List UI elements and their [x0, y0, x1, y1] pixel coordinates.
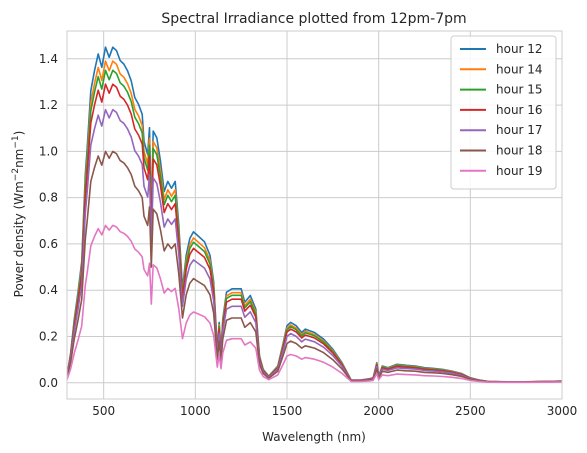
- y-tick-label: 1.2: [39, 98, 58, 112]
- y-tick-label: 1.0: [39, 144, 58, 158]
- series-line-hour-19: [67, 224, 562, 384]
- y-tick-label: 0.0: [39, 376, 58, 390]
- x-axis-label: Wavelength (nm): [262, 430, 366, 444]
- y-tick-label: 0.4: [39, 283, 58, 297]
- x-tick-label: 1000: [180, 404, 211, 418]
- chart-title: Spectral Irradiance plotted from 12pm-7p…: [161, 11, 466, 27]
- y-axis-label-mid: nm: [12, 149, 26, 168]
- x-tick-label: 2000: [363, 404, 394, 418]
- x-tick-label: 1500: [272, 404, 303, 418]
- y-axis-label-sup1: −2: [11, 168, 21, 181]
- y-tick-label: 0.8: [39, 191, 58, 205]
- y-tick-label: 0.2: [39, 330, 58, 344]
- legend-label: hour 14: [496, 62, 543, 76]
- y-axis-label: Power density (Wm−2nm−1): [11, 131, 26, 298]
- legend-label: hour 16: [496, 103, 543, 117]
- x-tick-label: 500: [92, 404, 115, 418]
- x-axis-ticks: 500 1000 1500 2000 2500 3000: [92, 404, 577, 418]
- y-tick-label: 0.6: [39, 237, 58, 251]
- legend-label: hour 17: [496, 123, 543, 137]
- y-tick-label: 1.4: [39, 52, 58, 66]
- x-tick-label: 2500: [455, 404, 486, 418]
- y-axis-label-sup2: −1: [11, 135, 21, 148]
- legend-label: hour 12: [496, 42, 543, 56]
- y-axis-label-main: Power density (Wm: [12, 181, 26, 297]
- legend-label: hour 19: [496, 164, 543, 178]
- plot-area-frame: [66, 30, 563, 400]
- x-tick-label: 3000: [547, 404, 578, 418]
- legend-label: hour 15: [496, 83, 543, 97]
- y-axis-label-end: ): [12, 131, 26, 136]
- legend: hour 12 hour 14 hour 15 hour 16 hour 17 hour …: [450, 35, 557, 190]
- series-lines: [67, 46, 562, 384]
- legend-label: hour 18: [496, 144, 543, 158]
- y-axis-ticks: 0.0 0.2 0.4 0.6 0.8 1.0 1.2 1.4: [39, 52, 58, 390]
